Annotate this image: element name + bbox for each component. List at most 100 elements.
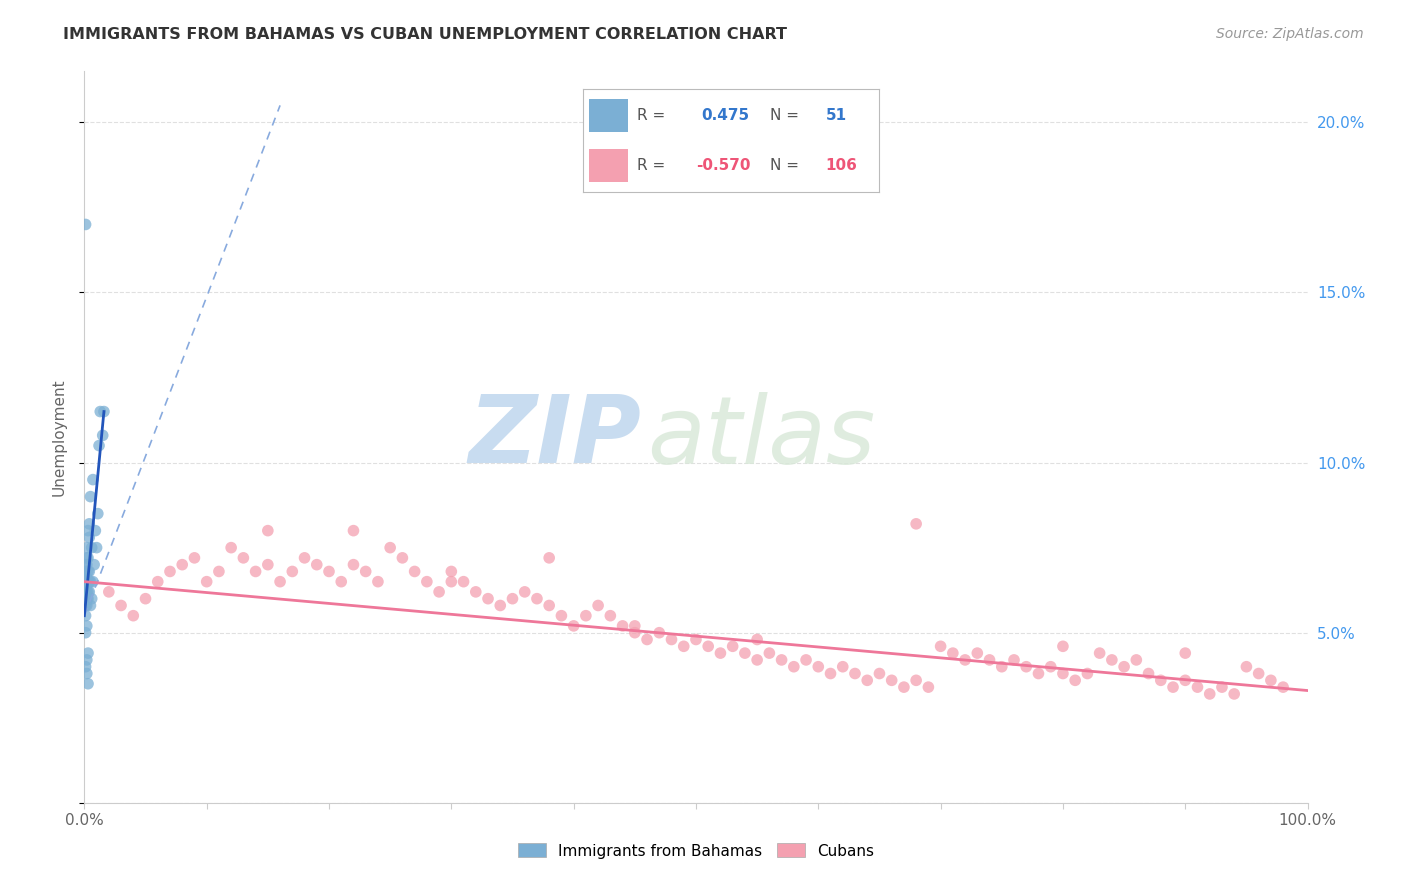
Immigrants from Bahamas <box>76 541 98 555</box>
Cubans <box>1064 673 1087 688</box>
Cubans <box>453 574 475 589</box>
Immigrants from Bahamas <box>91 428 114 442</box>
Cubans <box>1174 673 1197 688</box>
Cubans <box>489 599 512 613</box>
Cubans <box>1114 659 1136 673</box>
Text: IMMIGRANTS FROM BAHAMAS VS CUBAN UNEMPLOYMENT CORRELATION CHART: IMMIGRANTS FROM BAHAMAS VS CUBAN UNEMPLO… <box>63 27 787 42</box>
Cubans <box>905 673 928 688</box>
Cubans <box>440 574 463 589</box>
Cubans <box>477 591 499 606</box>
Immigrants from Bahamas <box>75 558 97 572</box>
Immigrants from Bahamas <box>79 599 101 613</box>
Cubans <box>195 574 218 589</box>
Cubans <box>538 599 561 613</box>
Cubans <box>427 585 450 599</box>
Cubans <box>294 550 316 565</box>
Immigrants from Bahamas <box>80 541 103 555</box>
Cubans <box>1174 646 1197 660</box>
Text: atlas: atlas <box>647 392 876 483</box>
Bar <box>589 99 627 132</box>
Cubans <box>391 550 413 565</box>
Cubans <box>183 550 205 565</box>
Immigrants from Bahamas <box>76 578 98 592</box>
Immigrants from Bahamas <box>77 574 100 589</box>
Text: Source: ZipAtlas.com: Source: ZipAtlas.com <box>1216 27 1364 41</box>
Cubans <box>354 565 377 579</box>
Cubans <box>502 591 524 606</box>
Cubans <box>1101 653 1123 667</box>
Cubans <box>636 632 658 647</box>
Immigrants from Bahamas <box>80 591 103 606</box>
Cubans <box>305 558 328 572</box>
Cubans <box>318 565 340 579</box>
Cubans <box>232 550 254 565</box>
Immigrants from Bahamas <box>82 473 104 487</box>
Cubans <box>1052 666 1074 681</box>
Immigrants from Bahamas <box>76 558 98 572</box>
Cubans <box>820 666 842 681</box>
Cubans <box>1039 659 1062 673</box>
Legend: Immigrants from Bahamas, Cubans: Immigrants from Bahamas, Cubans <box>512 838 880 864</box>
Immigrants from Bahamas <box>77 550 100 565</box>
Cubans <box>1211 680 1233 694</box>
Immigrants from Bahamas <box>75 608 97 623</box>
Cubans <box>685 632 707 647</box>
Cubans <box>966 646 988 660</box>
Cubans <box>1223 687 1246 701</box>
Immigrants from Bahamas <box>75 585 97 599</box>
Cubans <box>905 516 928 531</box>
Cubans <box>953 653 976 667</box>
Cubans <box>612 619 634 633</box>
Cubans <box>697 640 720 654</box>
Text: R =: R = <box>637 158 669 173</box>
Text: 106: 106 <box>825 158 858 173</box>
Cubans <box>135 591 157 606</box>
Cubans <box>709 646 731 660</box>
Text: N =: N = <box>769 158 803 173</box>
Cubans <box>550 608 572 623</box>
Cubans <box>747 653 769 667</box>
Immigrants from Bahamas <box>79 574 101 589</box>
Cubans <box>979 653 1001 667</box>
Cubans <box>330 574 353 589</box>
Cubans <box>794 653 817 667</box>
Cubans <box>526 591 548 606</box>
Cubans <box>893 680 915 694</box>
Immigrants from Bahamas <box>76 653 98 667</box>
Immigrants from Bahamas <box>76 550 98 565</box>
Cubans <box>758 646 780 660</box>
Cubans <box>219 541 242 555</box>
Cubans <box>807 659 830 673</box>
Immigrants from Bahamas <box>83 558 105 572</box>
Cubans <box>880 673 903 688</box>
Cubans <box>1272 680 1295 694</box>
Bar <box>589 149 627 181</box>
Immigrants from Bahamas <box>77 585 100 599</box>
Immigrants from Bahamas <box>77 531 100 545</box>
Cubans <box>624 625 647 640</box>
Cubans <box>1150 673 1173 688</box>
Immigrants from Bahamas <box>79 490 101 504</box>
Immigrants from Bahamas <box>77 585 100 599</box>
Immigrants from Bahamas <box>89 404 111 418</box>
Cubans <box>172 558 194 572</box>
Cubans <box>367 574 389 589</box>
Immigrants from Bahamas <box>76 666 98 681</box>
Cubans <box>1161 680 1184 694</box>
Text: -0.570: -0.570 <box>696 158 751 173</box>
Immigrants from Bahamas <box>75 574 97 589</box>
Immigrants from Bahamas <box>77 565 100 579</box>
Immigrants from Bahamas <box>75 565 97 579</box>
Cubans <box>1002 653 1025 667</box>
Cubans <box>538 550 561 565</box>
Cubans <box>917 680 939 694</box>
Immigrants from Bahamas <box>75 591 97 606</box>
Cubans <box>770 653 793 667</box>
Cubans <box>1198 687 1220 701</box>
Cubans <box>672 640 695 654</box>
Cubans <box>929 640 952 654</box>
Y-axis label: Unemployment: Unemployment <box>51 378 66 496</box>
Cubans <box>734 646 756 660</box>
Cubans <box>122 608 145 623</box>
Cubans <box>1015 659 1038 673</box>
